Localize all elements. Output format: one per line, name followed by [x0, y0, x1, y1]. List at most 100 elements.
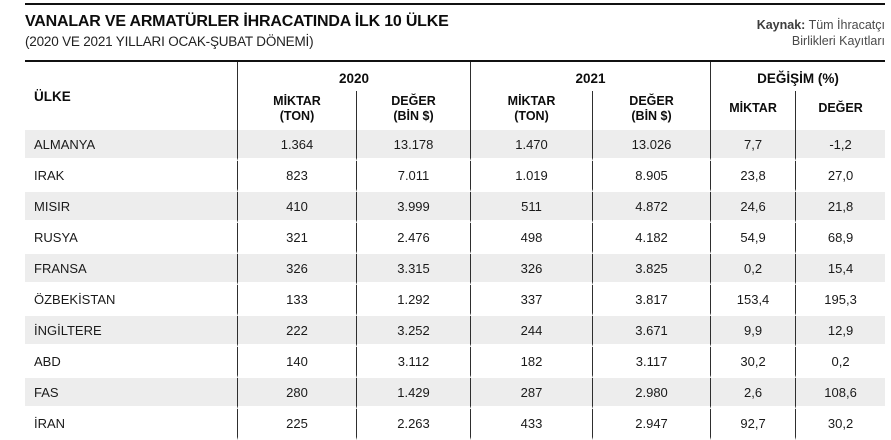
cell-change-ton: 30,2: [710, 347, 796, 378]
cell-country: ABD: [25, 347, 237, 378]
export-table: ÜLKE 2020 2021 DEĞİŞİM (%) MİKTAR (TON) D…: [25, 60, 886, 440]
cell-country: ALMANYA: [25, 130, 237, 161]
header-country: ÜLKE: [34, 88, 71, 104]
cell-2020-value: 3.999: [356, 192, 471, 223]
cell-2020-value: 1.292: [356, 285, 471, 316]
cell-change-ton: 54,9: [710, 223, 796, 254]
table-row: RUSYA 321 2.476 498 4.182 54,9 68,9: [25, 223, 886, 254]
cell-change-ton: 92,7: [710, 409, 796, 440]
cell-2021-ton: 1.019: [470, 161, 593, 192]
header-unit: (BİN $): [393, 108, 434, 123]
cell-2021-ton: 511: [470, 192, 593, 223]
table-row: ÖZBEKİSTAN 133 1.292 337 3.817 153,4 195…: [25, 285, 886, 316]
title-block: VANALAR VE ARMATÜRLER İHRACATINDA İLK 10…: [25, 13, 449, 49]
header-label: MİKTAR: [273, 93, 321, 108]
header-unit: (TON): [514, 108, 549, 123]
cell-2020-ton: 222: [237, 316, 356, 347]
cell-2021-ton: 1.470: [470, 130, 593, 161]
table-row: FRANSA 326 3.315 326 3.825 0,2 15,4: [25, 254, 886, 285]
cell-change-value: 27,0: [795, 161, 886, 192]
table-row: İRAN 225 2.263 433 2.947 92,7 30,2: [25, 409, 886, 440]
cell-2020-value: 3.112: [356, 347, 471, 378]
page-subtitle: (2020 VE 2021 YILLARI OCAK-ŞUBAT DÖNEMİ): [25, 34, 314, 49]
cell-change-ton: 9,9: [710, 316, 796, 347]
table-header-row-measures: MİKTAR (TON) DEĞER (BİN $) MİKTAR (TON) DEĞ…: [25, 91, 885, 130]
cell-change-ton: 23,8: [710, 161, 796, 192]
cell-country: FRANSA: [25, 254, 237, 285]
cell-2021-value: 3.825: [592, 254, 711, 285]
cell-2021-value: 4.872: [592, 192, 711, 223]
cell-country: İNGİLTERE: [25, 316, 237, 347]
header-label: MİKTAR: [507, 93, 556, 108]
cell-2021-value: 2.947: [592, 409, 711, 440]
header-2020-deger: DEĞER (BİN $): [356, 91, 470, 130]
cell-2021-value: 13.026: [592, 130, 711, 161]
cell-2021-value: 8.905: [592, 161, 711, 192]
table-row: IRAK 823 7.011 1.019 8.905 23,8 27,0: [25, 161, 886, 192]
header-unit: (BİN $): [631, 108, 672, 123]
top-divider: [25, 3, 885, 5]
cell-change-value: 0,2: [795, 347, 886, 378]
table-body: ALMANYA 1.364 13.178 1.470 13.026 7,7 -1…: [25, 130, 886, 440]
cell-2021-ton: 244: [470, 316, 593, 347]
cell-change-value: 108,6: [795, 378, 886, 409]
cell-change-ton: 24,6: [710, 192, 796, 223]
header-year-2020: 2020: [237, 62, 470, 91]
cell-2021-ton: 287: [470, 378, 593, 409]
cell-country: MISIR: [25, 192, 237, 223]
cell-2020-ton: 410: [237, 192, 356, 223]
source-line1: Tüm İhracatçı: [808, 18, 885, 32]
cell-2021-ton: 498: [470, 223, 593, 254]
cell-change-ton: 0,2: [710, 254, 796, 285]
header-label: DEĞER: [391, 93, 436, 108]
source-note: Kaynak: Tüm İhracatçı Birlikleri Kayıtla…: [757, 17, 885, 50]
table-row: ALMANYA 1.364 13.178 1.470 13.026 7,7 -1…: [25, 130, 886, 161]
cell-2020-ton: 326: [237, 254, 356, 285]
cell-2021-value: 3.117: [592, 347, 711, 378]
cell-2021-value: 3.671: [592, 316, 711, 347]
cell-2020-ton: 321: [237, 223, 356, 254]
header-unit: (TON): [279, 108, 315, 123]
header-change-deger: DEĞER: [795, 91, 885, 130]
cell-2021-ton: 337: [470, 285, 593, 316]
cell-country: ÖZBEKİSTAN: [25, 285, 237, 316]
cell-change-value: 12,9: [795, 316, 886, 347]
cell-2020-ton: 280: [237, 378, 356, 409]
cell-2020-value: 1.429: [356, 378, 471, 409]
cell-2020-ton: 133: [237, 285, 356, 316]
header-2020-miktar: MİKTAR (TON): [237, 91, 356, 130]
cell-change-ton: 153,4: [710, 285, 796, 316]
header-2021-deger: DEĞER (BİN $): [592, 91, 710, 130]
table-row: ABD 140 3.112 182 3.117 30,2 0,2: [25, 347, 886, 378]
cell-country: FAS: [25, 378, 237, 409]
table-row: İNGİLTERE 222 3.252 244 3.671 9,9 12,9: [25, 316, 886, 347]
cell-change-value: 68,9: [795, 223, 886, 254]
cell-2020-ton: 823: [237, 161, 356, 192]
cell-country: RUSYA: [25, 223, 237, 254]
cell-2021-value: 3.817: [592, 285, 711, 316]
cell-change-value: 195,3: [795, 285, 886, 316]
cell-2020-value: 7.011: [356, 161, 471, 192]
header-change: DEĞİŞİM (%): [710, 62, 885, 91]
cell-change-value: 15,4: [795, 254, 886, 285]
cell-2020-value: 13.178: [356, 130, 471, 161]
header-2021-miktar: MİKTAR (TON): [470, 91, 592, 130]
cell-2020-ton: 1.364: [237, 130, 356, 161]
cell-2020-value: 3.315: [356, 254, 471, 285]
cell-2020-value: 3.252: [356, 316, 471, 347]
cell-change-value: -1,2: [795, 130, 886, 161]
table-header: ÜLKE 2020 2021 DEĞİŞİM (%) MİKTAR (TON) D…: [25, 62, 885, 130]
source-line2: Birlikleri Kayıtları: [791, 34, 885, 49]
cell-change-ton: 7,7: [710, 130, 796, 161]
cell-change-value: 21,8: [795, 192, 886, 223]
cell-2021-ton: 182: [470, 347, 593, 378]
cell-2021-value: 4.182: [592, 223, 711, 254]
page-title: VANALAR VE ARMATÜRLER İHRACATINDA İLK 10…: [25, 13, 449, 30]
cell-2021-value: 2.980: [592, 378, 711, 409]
cell-2021-ton: 433: [470, 409, 593, 440]
table-row: FAS 280 1.429 287 2.980 2,6 108,6: [25, 378, 886, 409]
cell-2020-value: 2.476: [356, 223, 471, 254]
cell-change-value: 30,2: [795, 409, 886, 440]
cell-2020-ton: 140: [237, 347, 356, 378]
table-header-row-years: ÜLKE 2020 2021 DEĞİŞİM (%): [25, 62, 885, 104]
